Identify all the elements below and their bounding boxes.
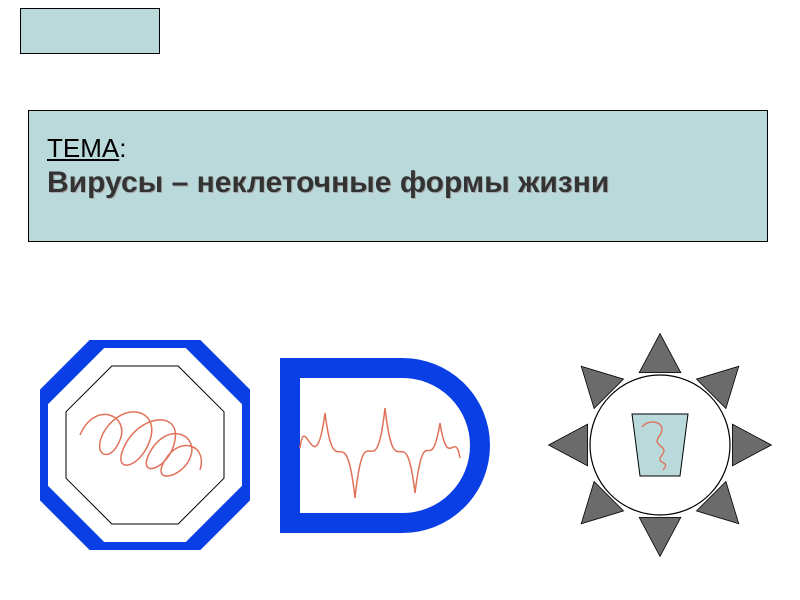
title-label: ТЕМА bbox=[47, 133, 119, 163]
title-main: Вирусы – неклеточные формы жизни bbox=[47, 166, 749, 200]
virus-spiked bbox=[540, 325, 780, 565]
header-small-box bbox=[20, 8, 160, 54]
diagrams-row bbox=[20, 340, 780, 580]
virus-bullet bbox=[270, 348, 500, 543]
title-box: ТЕМА: Вирусы – неклеточные формы жизни bbox=[28, 110, 768, 242]
title-colon: : bbox=[119, 133, 126, 163]
virus-octagon bbox=[40, 340, 250, 550]
